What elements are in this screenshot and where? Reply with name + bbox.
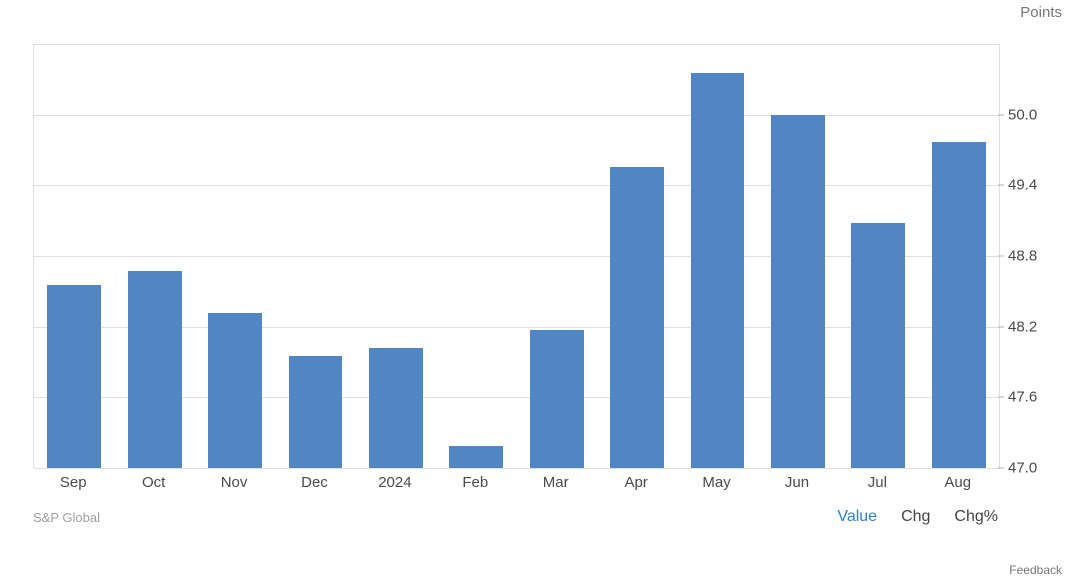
y-tickmark (998, 256, 1004, 257)
y-tick-text: 48.8 (1008, 248, 1037, 265)
y-axis-title: Points (1020, 4, 1062, 21)
bar[interactable] (771, 115, 825, 468)
x-axis-label: May (702, 474, 730, 491)
gridline (34, 468, 999, 469)
x-axis-label: Aug (944, 474, 971, 491)
x-axis-label: Mar (543, 474, 569, 491)
gridline (34, 185, 999, 186)
y-tickmark (998, 468, 1004, 469)
chart-container: Points 47.0 47.6 48.2 48.8 49.4 50.0 Sep Oct No… (0, 0, 1067, 583)
bar[interactable] (851, 223, 905, 468)
bar[interactable] (47, 285, 101, 468)
bar[interactable] (128, 271, 182, 468)
gridline (34, 115, 999, 116)
y-tick-text: 47.0 (1008, 460, 1037, 477)
plot-area (33, 44, 1000, 468)
gridline (34, 44, 999, 45)
feedback-link[interactable]: Feedback (1009, 563, 1062, 577)
x-axis-label: Apr (624, 474, 647, 491)
bar[interactable] (691, 73, 745, 468)
display-mode-switcher: Value Chg Chg% (837, 508, 998, 526)
y-tick-label: 48.2 (998, 318, 1037, 335)
y-tickmark (998, 326, 1004, 327)
y-tick-label: 47.6 (998, 389, 1037, 406)
x-axis-label: Oct (142, 474, 165, 491)
x-axis-label: 2024 (378, 474, 411, 491)
y-tickmark (998, 397, 1004, 398)
bar[interactable] (208, 313, 262, 468)
x-axis-label: Jul (868, 474, 887, 491)
y-tick-label: 49.4 (998, 177, 1037, 194)
y-tick-text: 48.2 (1008, 318, 1037, 335)
chart-source: S&P Global (33, 510, 100, 525)
y-tick-label: 50.0 (998, 106, 1037, 123)
bar[interactable] (289, 356, 343, 468)
bar[interactable] (530, 330, 584, 468)
x-axis-label: Dec (301, 474, 328, 491)
mode-chgpct[interactable]: Chg% (954, 508, 998, 526)
bar[interactable] (610, 167, 664, 469)
bar[interactable] (369, 348, 423, 468)
x-axis-label: Feb (462, 474, 488, 491)
mode-chg[interactable]: Chg (901, 508, 930, 526)
y-tick-label: 48.8 (998, 248, 1037, 265)
y-tickmark (998, 185, 1004, 186)
bar[interactable] (932, 142, 986, 468)
bar[interactable] (449, 446, 503, 468)
y-tick-text: 50.0 (1008, 106, 1037, 123)
y-tick-text: 47.6 (1008, 389, 1037, 406)
y-tick-text: 49.4 (1008, 177, 1037, 194)
x-axis-label: Jun (785, 474, 809, 491)
x-axis-label: Nov (221, 474, 248, 491)
mode-value[interactable]: Value (837, 508, 877, 526)
x-axis-label: Sep (60, 474, 87, 491)
y-tick-label: 47.0 (998, 460, 1037, 477)
y-tickmark (998, 114, 1004, 115)
